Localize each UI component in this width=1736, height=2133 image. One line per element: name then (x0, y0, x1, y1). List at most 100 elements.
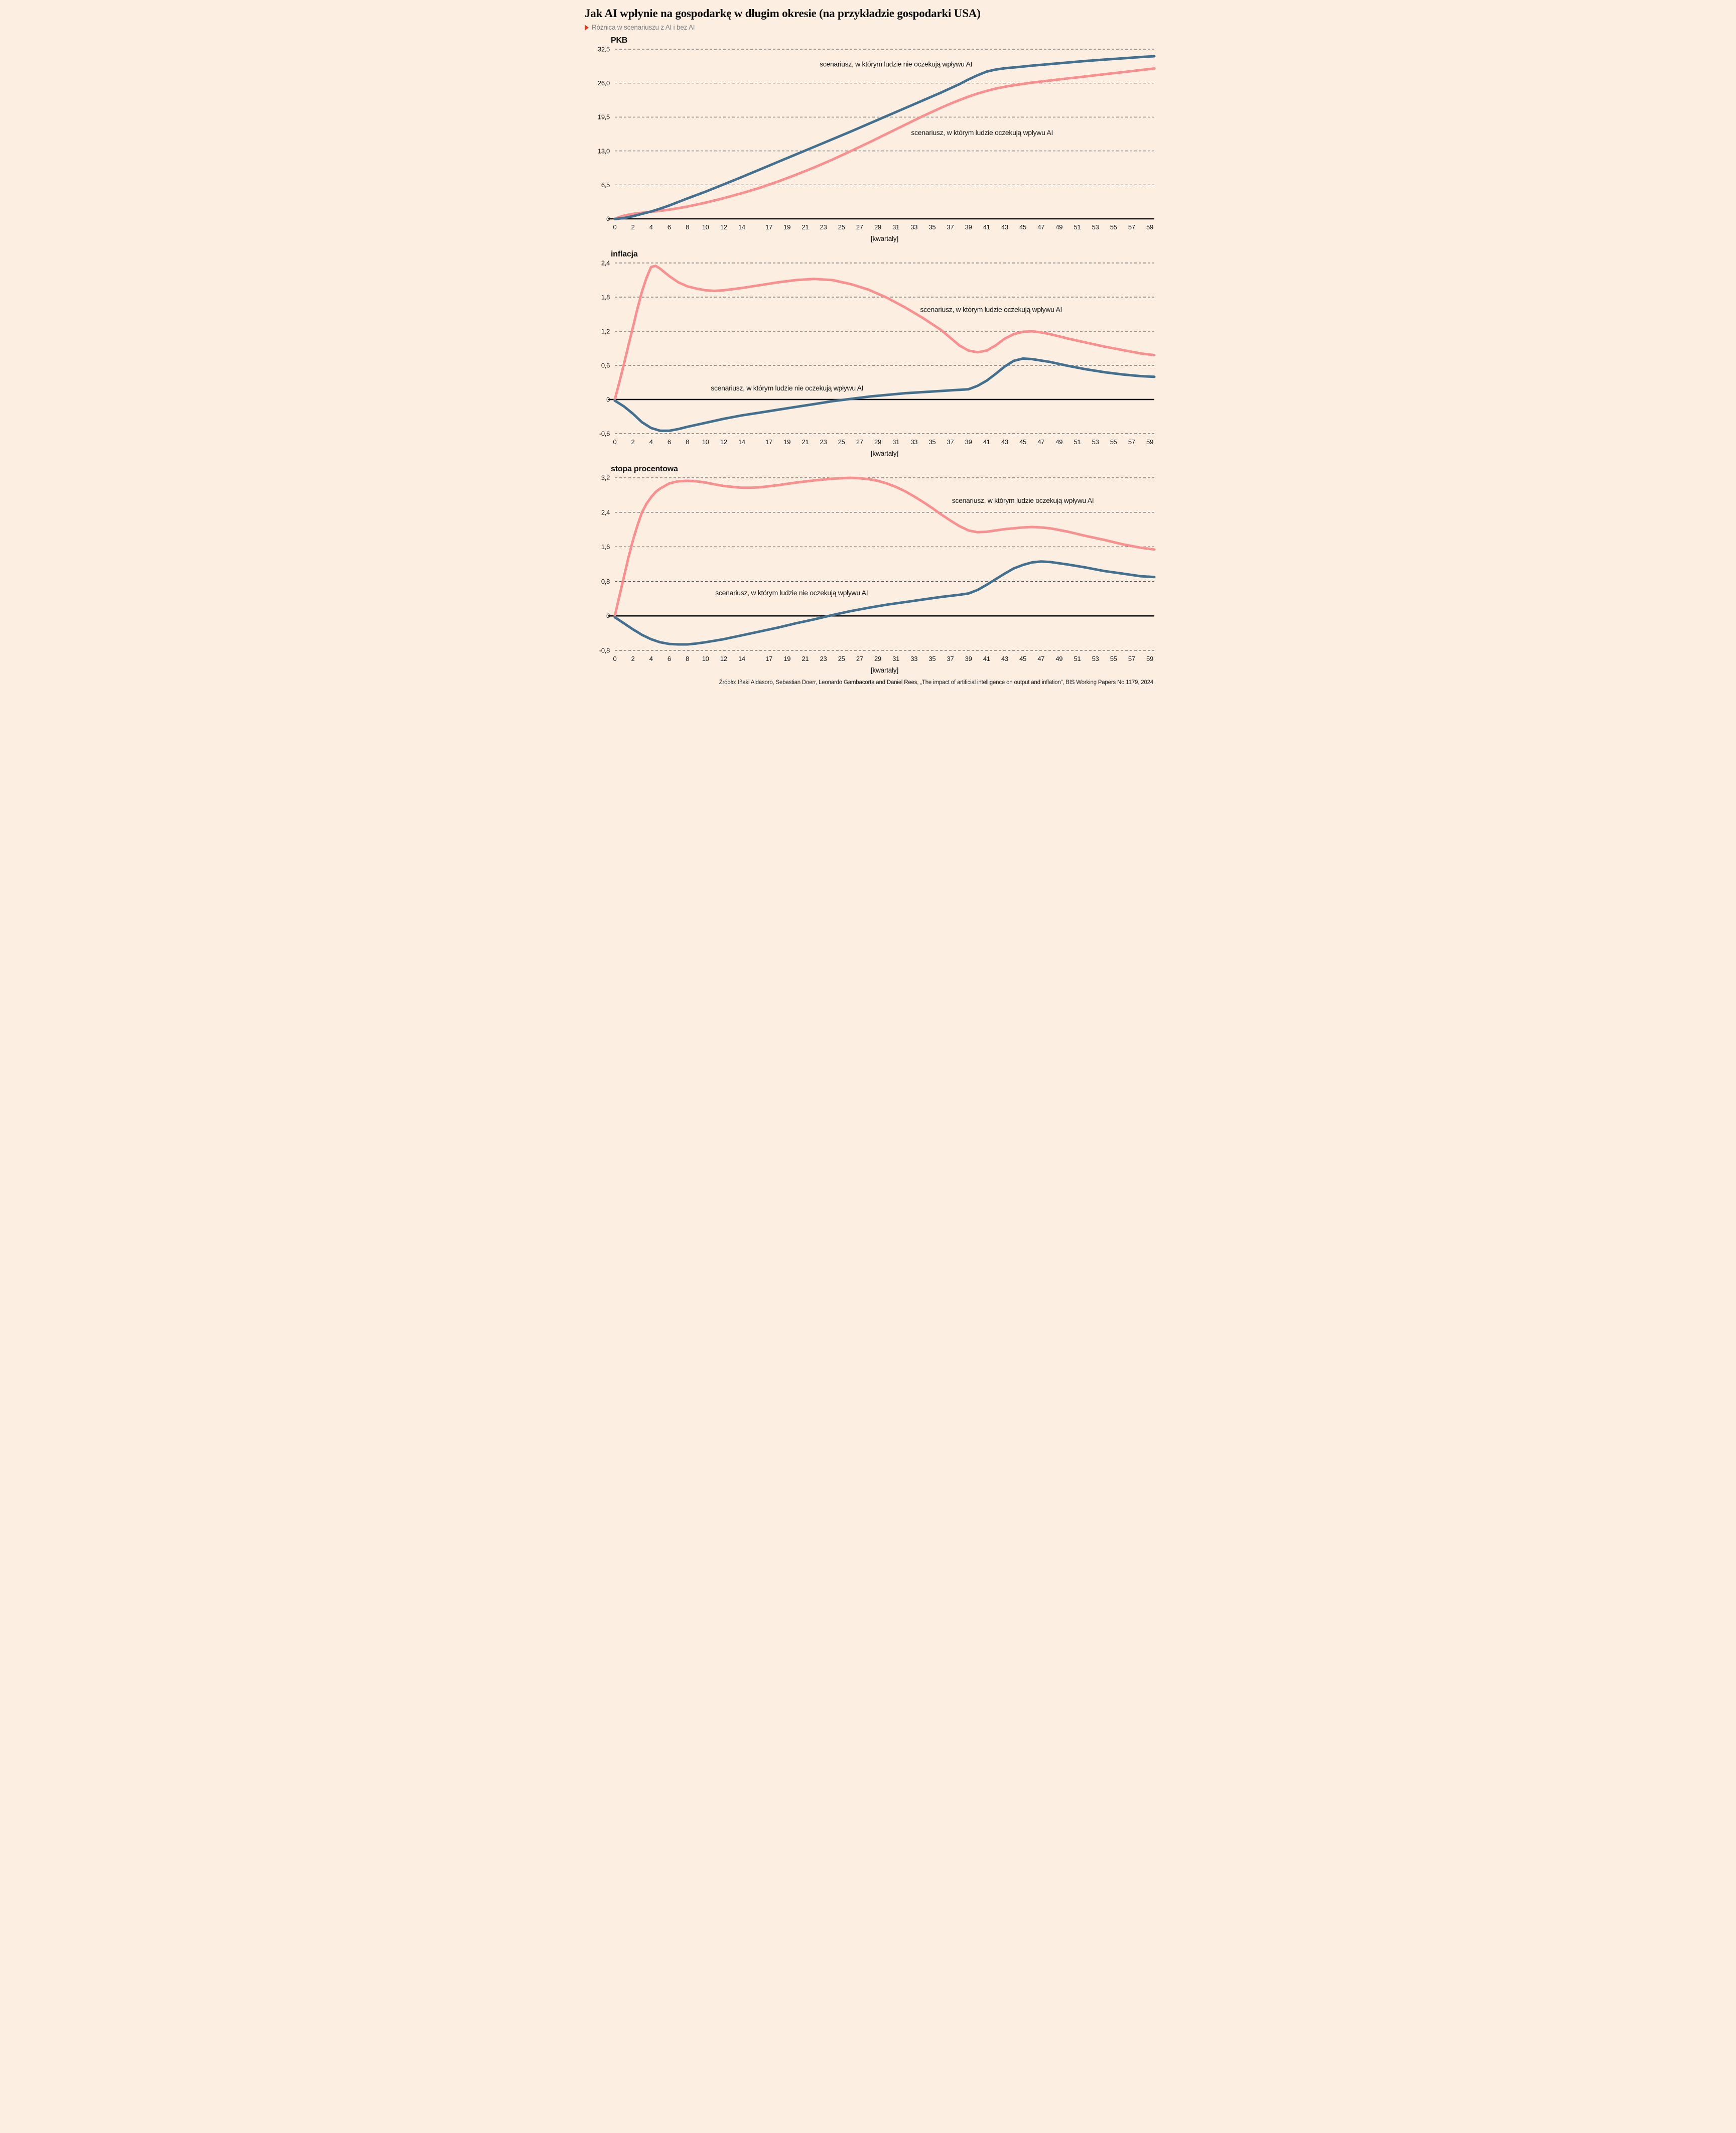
series-label-pink: scenariusz, w którym ludzie oczekują wpł… (911, 128, 1053, 137)
x-tick-label: 29 (874, 655, 881, 662)
y-tick-label: 2,4 (601, 260, 610, 267)
x-tick-label: 55 (1110, 223, 1117, 231)
stopa-procentowa-line-chart: 3,22,41,60,80-0,80 2 4 6 8 10 12 14 17 19 21 23 25 27… (599, 475, 1156, 674)
x-tick-label: 41 (983, 655, 990, 662)
x-tick-label: 35 (928, 438, 936, 446)
series-line-pink (613, 476, 1156, 617)
x-tick-label: 0 (613, 655, 617, 662)
x-tick-label: 59 (1146, 655, 1153, 662)
series-line-pink (613, 67, 1156, 220)
x-axis-label: [kwartały] (871, 235, 898, 242)
x-tick-label: 33 (910, 223, 917, 231)
chart-title-stopa-procentowa: stopa procentowa (611, 465, 678, 473)
x-tick-label: 29 (874, 438, 881, 446)
x-tick-label: 31 (892, 438, 899, 446)
y-tick-label: 32,5 (598, 46, 610, 53)
x-tick-label: 4 (649, 438, 653, 446)
x-axis-label: [kwartały] (871, 666, 898, 674)
x-tick-label: 21 (802, 438, 809, 446)
x-tick-label: 8 (686, 655, 689, 662)
x-tick-label: 49 (1055, 223, 1062, 231)
y-tick-label: 26,0 (598, 79, 610, 87)
x-tick-label: 10 (702, 438, 709, 446)
source-note: Źródło: Iñaki Aldasoro, Sebastian Doerr,… (719, 680, 1153, 686)
y-tick-label: 0 (606, 396, 610, 404)
series-line-blue (613, 357, 1156, 432)
x-tick-label: 35 (928, 655, 936, 662)
x-tick-label: 39 (965, 655, 972, 662)
y-tick-label: 0,8 (601, 578, 610, 585)
x-tick-label: 45 (1019, 655, 1026, 662)
subtitle-text: Różnica w scenariuszu z AI i bez AI (592, 24, 695, 31)
x-tick-label: 31 (892, 223, 899, 231)
x-tick-label: 57 (1128, 438, 1135, 446)
x-tick-label: 27 (856, 438, 863, 446)
y-tick-label: -0,6 (599, 430, 610, 438)
x-tick-label: 17 (765, 438, 772, 446)
series-line-pink (613, 264, 1156, 401)
x-tick-label: 14 (738, 223, 745, 231)
x-tick-label: 23 (820, 655, 827, 662)
x-tick-label: 37 (947, 223, 954, 231)
x-tick-label: 2 (631, 655, 635, 662)
x-tick-label: 2 (631, 223, 635, 231)
x-tick-label: 4 (649, 655, 653, 662)
series-label-pink: scenariusz, w którym ludzie oczekują wpł… (952, 496, 1094, 504)
article-chart-page: Jak AI wpłynie na gospodarkę w długim ok… (579, 0, 1157, 711)
x-tick-label: 6 (667, 438, 671, 446)
x-tick-label: 14 (738, 438, 745, 446)
x-tick-label: 8 (686, 223, 689, 231)
x-tick-label: 25 (838, 223, 845, 231)
y-tick-label: 1,2 (601, 328, 610, 335)
x-tick-label: 37 (947, 438, 954, 446)
x-tick-label: 51 (1074, 438, 1081, 446)
chart-section-inflacja: inflacja 2,4 1,8 1,2 0,6 0 -0,6 0 2 4 6 8 10 12 14 17 1… (579, 250, 1157, 460)
x-tick-label: 29 (874, 223, 881, 231)
x-tick-label: 45 (1019, 438, 1026, 446)
y-tick-label: 0 (606, 612, 610, 620)
x-tick-label: 55 (1110, 438, 1117, 446)
x-tick-label: 12 (720, 223, 727, 231)
x-tick-label: 12 (720, 438, 727, 446)
x-tick-label: 57 (1128, 655, 1135, 662)
inflacja-line-chart: 2,41,81,20,60-0,60 2 4 6 8 10 12 14 17 19 21 23 25 27… (599, 260, 1156, 457)
x-tick-label: 12 (720, 655, 727, 662)
x-tick-label: 8 (686, 438, 689, 446)
x-tick-label: 37 (947, 655, 954, 662)
x-tick-label: 43 (1001, 655, 1008, 662)
x-tick-label: 55 (1110, 655, 1117, 662)
x-tick-label: 39 (965, 438, 972, 446)
y-tick-label: -0,8 (599, 647, 610, 654)
x-tick-label: 21 (802, 223, 809, 231)
x-tick-label: 43 (1001, 223, 1008, 231)
chart-title-inflacja: inflacja (611, 250, 638, 258)
chart-section-pkb: PKB 32,5 26,0 19,5 13,0 6,5 0 0 2 4 6 8 10 12 14 17 19 2… (579, 36, 1157, 245)
x-axis-label: [kwartały] (871, 450, 898, 457)
x-tick-label: 49 (1055, 655, 1062, 662)
y-tick-label: 0,6 (601, 362, 610, 369)
y-tick-label: 1,6 (601, 543, 610, 551)
x-tick-label: 43 (1001, 438, 1008, 446)
x-tick-label: 19 (783, 223, 790, 231)
series-label-blue: scenariusz, w którym ludzie nie oczekują… (715, 589, 868, 597)
y-tick-label: 19,5 (598, 113, 610, 121)
x-tick-label: 21 (802, 655, 809, 662)
series-label-pink: scenariusz, w którym ludzie oczekują wpł… (920, 305, 1062, 313)
x-tick-label: 51 (1074, 655, 1081, 662)
page-title: Jak AI wpłynie na gospodarkę w długim ok… (585, 7, 981, 20)
x-tick-label: 45 (1019, 223, 1026, 231)
x-tick-label: 6 (667, 223, 671, 231)
y-tick-label: 0 (606, 215, 610, 223)
x-tick-label: 31 (892, 655, 899, 662)
x-tick-label: 33 (910, 438, 917, 446)
x-tick-label: 53 (1092, 438, 1099, 446)
y-tick-label: 2,4 (601, 508, 610, 516)
x-tick-label: 47 (1037, 655, 1044, 662)
x-tick-label: 14 (738, 655, 745, 662)
chart-title-pkb: PKB (611, 36, 628, 45)
red-triangle-icon (585, 24, 589, 31)
subtitle-row: Różnica w scenariuszu z AI i bez AI (585, 24, 1151, 31)
x-tick-label: 27 (856, 655, 863, 662)
x-tick-label: 51 (1074, 223, 1081, 231)
x-tick-label: 10 (702, 223, 709, 231)
